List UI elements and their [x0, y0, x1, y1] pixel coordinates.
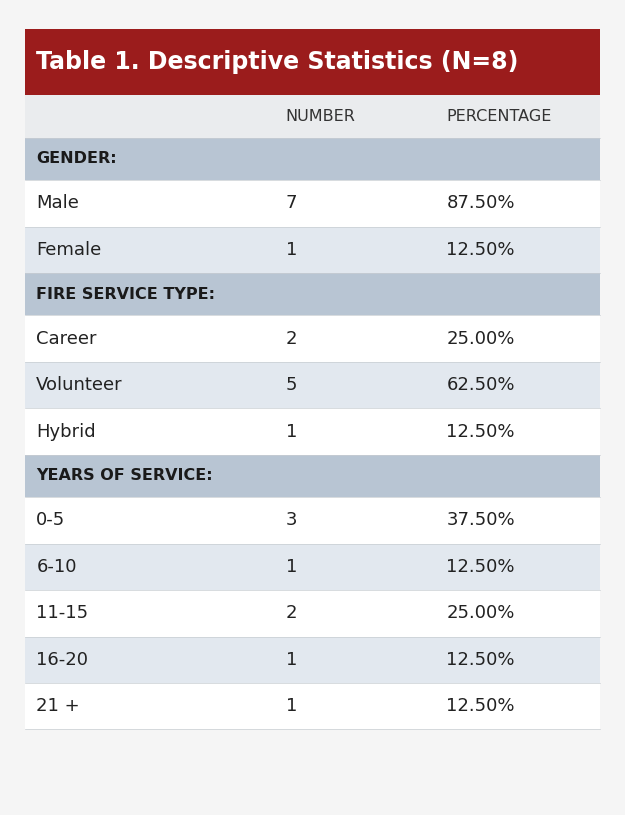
Text: 1: 1 [286, 697, 297, 716]
Bar [25, 497, 600, 544]
Bar [25, 590, 600, 637]
Text: Hybrid: Hybrid [36, 422, 96, 441]
Text: 12.50%: 12.50% [446, 650, 515, 669]
Bar [25, 362, 600, 408]
Bar [25, 138, 600, 180]
Bar [25, 227, 600, 273]
Text: 21 +: 21 + [36, 697, 80, 716]
Text: 12.50%: 12.50% [446, 697, 515, 716]
Bar [25, 408, 600, 455]
Bar [25, 29, 600, 95]
Bar [25, 180, 600, 227]
Text: 1: 1 [286, 422, 297, 441]
Text: PERCENTAGE: PERCENTAGE [446, 109, 552, 124]
Text: 37.50%: 37.50% [446, 511, 515, 530]
Bar [25, 315, 600, 362]
Text: 1: 1 [286, 557, 297, 576]
Text: 2: 2 [286, 604, 297, 623]
Text: 6-10: 6-10 [36, 557, 77, 576]
Text: 1: 1 [286, 650, 297, 669]
Text: Female: Female [36, 240, 101, 259]
Text: 12.50%: 12.50% [446, 422, 515, 441]
Bar [25, 544, 600, 590]
Bar [25, 637, 600, 683]
Text: 25.00%: 25.00% [446, 604, 515, 623]
Text: GENDER:: GENDER: [36, 152, 117, 166]
Text: Table 1. Descriptive Statistics (N=8): Table 1. Descriptive Statistics (N=8) [36, 50, 519, 74]
Text: 16-20: 16-20 [36, 650, 88, 669]
Bar [25, 683, 600, 729]
Text: 5: 5 [286, 376, 297, 394]
Bar [25, 455, 600, 497]
Text: FIRE SERVICE TYPE:: FIRE SERVICE TYPE: [36, 287, 215, 302]
Text: 12.50%: 12.50% [446, 557, 515, 576]
Text: 2: 2 [286, 329, 297, 348]
Text: 3: 3 [286, 511, 297, 530]
Text: 12.50%: 12.50% [446, 240, 515, 259]
Text: Volunteer: Volunteer [36, 376, 123, 394]
Text: 11-15: 11-15 [36, 604, 88, 623]
Bar [25, 95, 600, 138]
Text: 1: 1 [286, 240, 297, 259]
Text: Career: Career [36, 329, 97, 348]
Text: 0-5: 0-5 [36, 511, 66, 530]
Text: YEARS OF SERVICE:: YEARS OF SERVICE: [36, 469, 213, 483]
Text: 25.00%: 25.00% [446, 329, 515, 348]
Text: 62.50%: 62.50% [446, 376, 515, 394]
Text: Male: Male [36, 194, 79, 213]
Text: 7: 7 [286, 194, 297, 213]
Bar [25, 273, 600, 315]
Text: NUMBER: NUMBER [286, 109, 356, 124]
Text: 87.50%: 87.50% [446, 194, 515, 213]
